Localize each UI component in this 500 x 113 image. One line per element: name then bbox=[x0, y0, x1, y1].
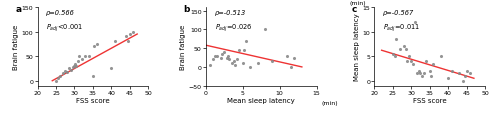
Text: (min): (min) bbox=[350, 1, 366, 6]
Point bbox=[414, 70, 422, 72]
Point bbox=[71, 63, 79, 65]
Point bbox=[68, 66, 76, 68]
Point bbox=[228, 63, 235, 65]
Point bbox=[66, 69, 74, 71]
Point bbox=[75, 56, 83, 58]
Text: b: b bbox=[184, 5, 190, 14]
Point bbox=[406, 56, 413, 58]
Point bbox=[226, 59, 234, 61]
Point bbox=[455, 73, 463, 75]
Point bbox=[124, 41, 132, 43]
Point bbox=[92, 44, 100, 45]
Point bbox=[261, 29, 269, 31]
Point bbox=[72, 65, 80, 67]
Y-axis label: Mean sleep latency: Mean sleep latency bbox=[354, 13, 360, 80]
Text: c: c bbox=[352, 5, 358, 14]
Point bbox=[111, 41, 119, 43]
Point bbox=[430, 63, 438, 65]
Text: (min): (min) bbox=[321, 100, 338, 105]
Text: a: a bbox=[16, 5, 22, 14]
Point bbox=[235, 50, 243, 52]
Point bbox=[210, 55, 218, 57]
Y-axis label: Brain fatigue: Brain fatigue bbox=[13, 25, 19, 69]
Point bbox=[388, 53, 396, 55]
Point bbox=[420, 73, 428, 75]
Point bbox=[224, 55, 232, 57]
Point bbox=[78, 58, 86, 60]
Text: ρ=-0.567: ρ=-0.567 bbox=[383, 9, 414, 15]
Point bbox=[90, 46, 98, 48]
Text: ρ=0.566: ρ=0.566 bbox=[46, 9, 75, 15]
Point bbox=[290, 57, 298, 59]
X-axis label: FSS score: FSS score bbox=[413, 97, 446, 103]
Point bbox=[242, 40, 250, 42]
Point bbox=[63, 71, 71, 73]
Point bbox=[390, 56, 398, 58]
Point bbox=[233, 59, 241, 61]
Text: $P_{adj}$=0.026: $P_{adj}$=0.026 bbox=[214, 22, 252, 33]
Point bbox=[462, 70, 470, 72]
Point bbox=[246, 66, 254, 68]
Point bbox=[222, 57, 230, 59]
Text: $P_{adj}$=0.011: $P_{adj}$=0.011 bbox=[383, 22, 420, 33]
Point bbox=[122, 36, 130, 38]
Point bbox=[85, 56, 93, 58]
Point bbox=[418, 75, 426, 77]
Point bbox=[210, 59, 218, 61]
Point bbox=[56, 75, 64, 77]
Point bbox=[416, 73, 424, 75]
Point bbox=[466, 73, 474, 75]
X-axis label: Mean sleep latency: Mean sleep latency bbox=[228, 97, 295, 103]
Point bbox=[61, 70, 69, 72]
Text: $P_{adj}$<0.001: $P_{adj}$<0.001 bbox=[46, 22, 84, 33]
Point bbox=[407, 61, 415, 62]
Point bbox=[82, 56, 90, 58]
Point bbox=[448, 70, 456, 72]
Point bbox=[52, 80, 60, 82]
Y-axis label: Brain fatigue: Brain fatigue bbox=[180, 25, 186, 69]
Point bbox=[60, 73, 68, 75]
Point bbox=[409, 63, 417, 65]
Point bbox=[287, 66, 295, 68]
Point bbox=[268, 61, 276, 63]
Point bbox=[213, 55, 221, 57]
Point bbox=[206, 65, 214, 66]
Point bbox=[402, 48, 409, 50]
Point bbox=[230, 61, 238, 63]
Point bbox=[283, 55, 291, 57]
Point bbox=[404, 61, 411, 62]
Point bbox=[216, 57, 224, 59]
Point bbox=[459, 80, 467, 82]
Point bbox=[396, 48, 404, 50]
Point bbox=[65, 68, 73, 70]
Point bbox=[74, 61, 82, 62]
Point bbox=[240, 50, 248, 52]
Point bbox=[108, 68, 116, 70]
Point bbox=[412, 73, 420, 75]
Point bbox=[220, 52, 228, 53]
Point bbox=[444, 78, 452, 79]
Point bbox=[254, 63, 262, 65]
Point bbox=[436, 56, 444, 58]
Point bbox=[232, 65, 239, 66]
Point bbox=[239, 63, 247, 65]
Point bbox=[422, 61, 430, 62]
Point bbox=[428, 75, 436, 77]
Point bbox=[126, 34, 134, 36]
Point bbox=[130, 31, 138, 33]
Point bbox=[400, 46, 408, 48]
Text: ρ=-0.513: ρ=-0.513 bbox=[214, 9, 246, 15]
Point bbox=[70, 65, 78, 67]
Point bbox=[392, 39, 400, 40]
Point bbox=[218, 53, 226, 55]
Point bbox=[89, 75, 97, 77]
Point bbox=[426, 70, 434, 72]
X-axis label: FSS score: FSS score bbox=[76, 97, 110, 103]
Point bbox=[54, 78, 62, 79]
Point bbox=[411, 22, 419, 23]
Point bbox=[460, 75, 468, 77]
